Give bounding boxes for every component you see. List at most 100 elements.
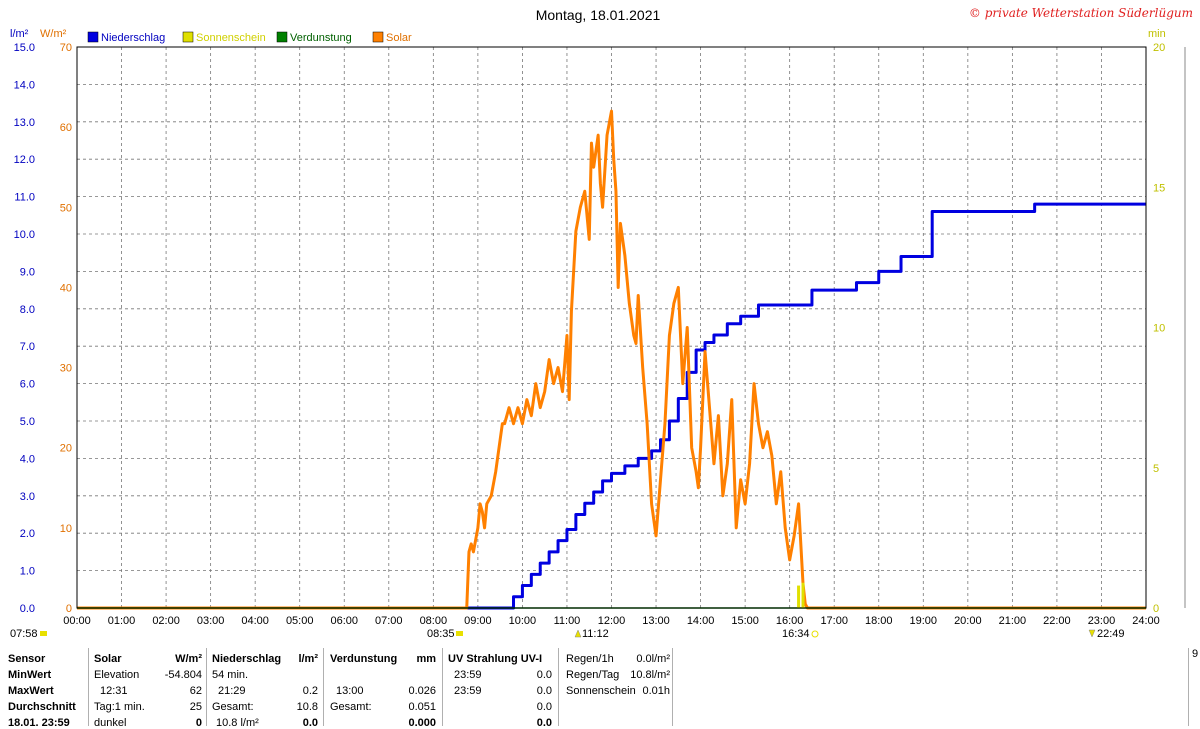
noon-arrow-icon bbox=[575, 630, 581, 637]
y-tick-label-left2: 40 bbox=[60, 282, 72, 294]
regen-row-label: Regen/1h bbox=[566, 653, 614, 665]
marker-noon-label: 11:12 bbox=[582, 628, 609, 640]
y-tick-label-left2: 60 bbox=[60, 122, 72, 134]
stats-separator bbox=[323, 648, 324, 726]
y-tick-label-left1: 8.0 bbox=[20, 304, 35, 316]
sonnenschein-bar bbox=[797, 586, 800, 608]
x-tick-label: 23:00 bbox=[1088, 615, 1116, 627]
x-tick-label: 09:00 bbox=[464, 615, 492, 627]
uv-row-value: 0.0 bbox=[537, 685, 552, 697]
legend-label-sonnenschein: Sonnenschein bbox=[196, 32, 266, 44]
x-tick-label: 17:00 bbox=[820, 615, 848, 627]
solar-row-label: 12:31 bbox=[100, 685, 128, 697]
niederschlag-row-label: 21:29 bbox=[218, 685, 246, 697]
y-tick-label-left1: 5.0 bbox=[20, 416, 35, 428]
sunrise-icon bbox=[456, 631, 463, 636]
y-tick-label-left2: 30 bbox=[60, 363, 72, 375]
niederschlag-header: Niederschlag bbox=[212, 653, 281, 665]
y-tick-label-left2: 20 bbox=[60, 443, 72, 455]
regen-row-label: Regen/Tag bbox=[566, 669, 619, 681]
y-tick-label-right: 10 bbox=[1153, 323, 1165, 335]
x-tick-label: 07:00 bbox=[375, 615, 403, 627]
x-tick-label: 10:00 bbox=[509, 615, 537, 627]
regen-row-value: 10.8l/m² bbox=[630, 669, 670, 681]
stats-extra-value: 9 bbox=[1192, 648, 1198, 660]
stats-separator bbox=[442, 648, 443, 726]
niederschlag-row-value: 0.0 bbox=[303, 717, 318, 729]
x-tick-label: 24:00 bbox=[1132, 615, 1160, 627]
x-tick-label: 08:00 bbox=[420, 615, 448, 627]
x-tick-label: 02:00 bbox=[152, 615, 180, 627]
y-tick-label-right: 5 bbox=[1153, 463, 1159, 475]
marker-left-label: 07:58 bbox=[10, 628, 38, 640]
x-tick-label: 05:00 bbox=[286, 615, 314, 627]
y-tick-label-left1: 15.0 bbox=[14, 42, 35, 54]
y-tick-label-left2: 10 bbox=[60, 523, 72, 535]
x-tick-label: 20:00 bbox=[954, 615, 982, 627]
uv-row-value: 0.0 bbox=[537, 669, 552, 681]
niederschlag-row-value: 0.2 bbox=[303, 685, 318, 697]
marker-sunset-label: 16:34 bbox=[782, 628, 810, 640]
y-tick-label-left1: 13.0 bbox=[14, 117, 35, 129]
y-tick-label-left1: 2.0 bbox=[20, 528, 35, 540]
sensor-row-max: MaxWert bbox=[8, 685, 54, 697]
legend-swatch-niederschlag bbox=[88, 32, 98, 42]
stats-separator bbox=[558, 648, 559, 726]
x-tick-label: 06:00 bbox=[330, 615, 358, 627]
x-tick-label: 03:00 bbox=[197, 615, 225, 627]
marker-left-icon bbox=[40, 631, 47, 636]
verdunstung-row-label: 13:00 bbox=[336, 685, 364, 697]
sonnenschein-bar bbox=[802, 583, 805, 608]
stats-niederschlag-col: Niederschlag l/m² 54 min. 21:29 0.2 Gesa… bbox=[212, 648, 318, 726]
x-tick-label: 01:00 bbox=[108, 615, 136, 627]
solar-row-label: Tag:1 min. bbox=[94, 701, 145, 713]
chart-title: Montag, 18.01.2021 bbox=[536, 7, 661, 23]
y-tick-label-left1: 10.0 bbox=[14, 229, 35, 241]
solar-header: Solar bbox=[94, 653, 122, 665]
uv-row-value: 0.0 bbox=[537, 701, 552, 713]
solar-row-value: -54.804 bbox=[165, 669, 202, 681]
copyright-text: © private Wetterstation Süderlügum bbox=[969, 6, 1193, 20]
stats-panel: Sensor MinWert MaxWert Durchschnitt 18.0… bbox=[0, 648, 1200, 726]
y-tick-label-right: 15 bbox=[1153, 182, 1165, 194]
niederschlag-row-label: Gesamt: bbox=[212, 701, 254, 713]
niederschlag-row-label: 54 min. bbox=[212, 669, 248, 681]
x-tick-label: 11:00 bbox=[554, 615, 581, 627]
x-tick-label: 21:00 bbox=[999, 615, 1027, 627]
verdunstung-unit: mm bbox=[416, 653, 436, 665]
legend-label-niederschlag: Niederschlag bbox=[101, 32, 165, 44]
x-tick-label: 00:00 bbox=[63, 615, 91, 627]
niederschlag-unit: l/m² bbox=[298, 653, 318, 665]
verdunstung-row-value: 0.026 bbox=[408, 685, 436, 697]
legend-swatch-solar bbox=[373, 32, 383, 42]
x-tick-label: 04:00 bbox=[241, 615, 269, 627]
x-tick-label: 19:00 bbox=[910, 615, 938, 627]
legend-label-solar: Solar bbox=[386, 32, 412, 44]
legend-swatch-verdunstung bbox=[277, 32, 287, 42]
left2-unit-label: W/m² bbox=[40, 28, 67, 40]
x-tick-label: 16:00 bbox=[776, 615, 804, 627]
uv-row-label: 23:59 bbox=[454, 669, 482, 681]
verdunstung-row-value: 0.000 bbox=[408, 717, 436, 729]
x-tick-label: 14:00 bbox=[687, 615, 715, 627]
stats-separator bbox=[206, 648, 207, 726]
y-tick-label-right: 20 bbox=[1153, 42, 1165, 54]
marker-moon-label: 22:49 bbox=[1097, 628, 1125, 640]
y-tick-label-left1: 6.0 bbox=[20, 379, 35, 391]
stats-verdunstung-col: Verdunstung mm 13:00 0.026 Gesamt: 0.051… bbox=[330, 648, 436, 726]
stats-uv-col: UV Strahlung UV-I 23:59 0.0 23:59 0.0 0.… bbox=[448, 648, 552, 726]
uv-header: UV Strahlung UV-I bbox=[448, 653, 542, 665]
x-tick-label: 13:00 bbox=[642, 615, 670, 627]
sensor-row-min: MinWert bbox=[8, 669, 51, 681]
time-markers: 07:58 08:35 11:12 16:34 22:49 bbox=[10, 628, 1125, 640]
marker-sunrise-label: 08:35 bbox=[427, 628, 455, 640]
stats-separator bbox=[672, 648, 673, 726]
regen-row-label: Sonnenschein bbox=[566, 685, 636, 697]
left1-unit-label: l/m² bbox=[10, 28, 29, 40]
solar-row-label: dunkel bbox=[94, 717, 126, 729]
y-tick-label-left1: 1.0 bbox=[20, 566, 35, 578]
solar-row-value: 0 bbox=[196, 717, 202, 729]
legend-swatch-sonnenschein bbox=[183, 32, 193, 42]
y-tick-labels: 0.01.02.03.04.05.06.07.08.09.010.011.012… bbox=[14, 42, 1166, 615]
sensor-header: Sensor bbox=[8, 653, 45, 665]
